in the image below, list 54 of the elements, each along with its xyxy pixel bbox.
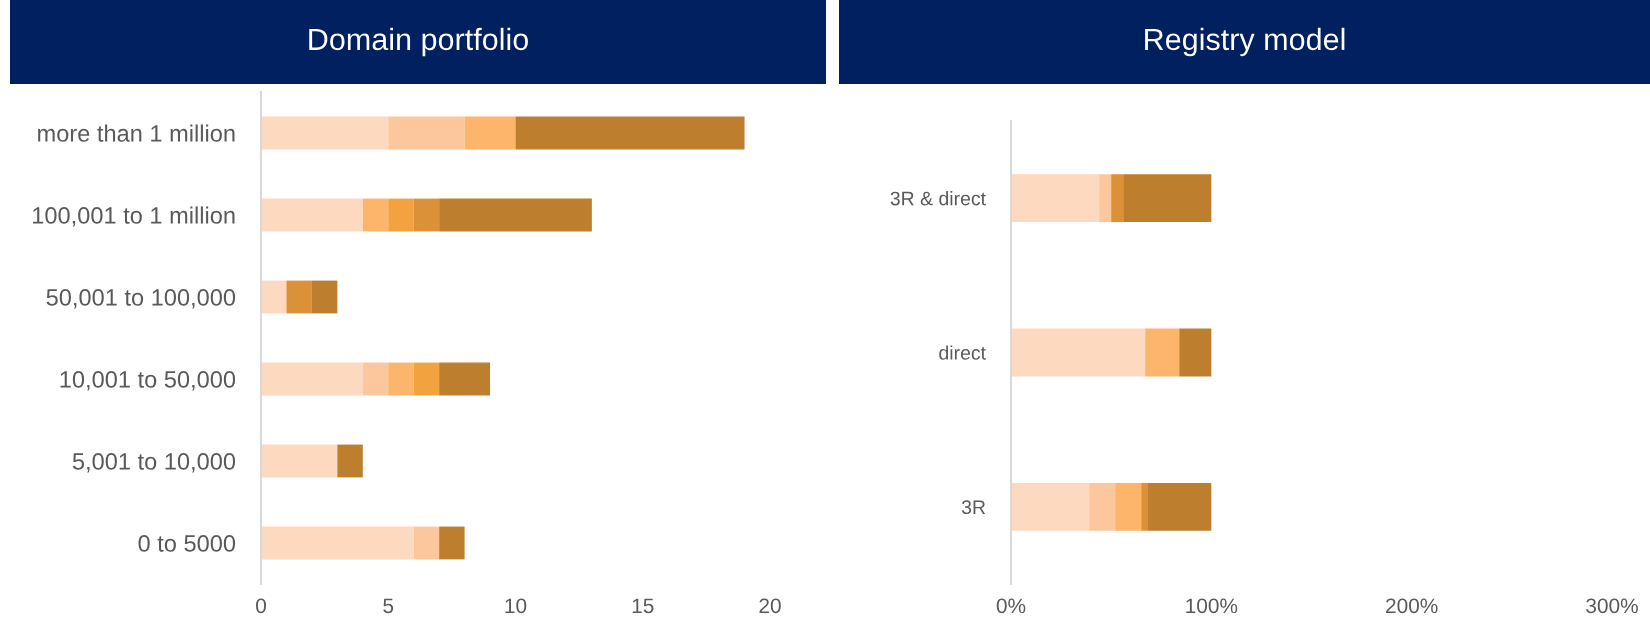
bar — [1115, 482, 1142, 531]
bar — [362, 362, 389, 396]
bar — [261, 116, 389, 150]
bar — [1123, 174, 1212, 223]
x-tick-label: 15 — [632, 598, 654, 614]
y-tick-label: 5,001 to 10,000 — [72, 453, 236, 473]
bar — [388, 116, 465, 150]
x-tick-label: 300% — [1586, 598, 1638, 614]
x-tick-label: 0 — [256, 598, 266, 614]
x-tick-label: 5 — [383, 598, 394, 614]
y-tick-label: more than 1 million — [38, 124, 235, 142]
bar — [388, 198, 414, 232]
bar — [439, 362, 491, 396]
bar — [1011, 482, 1090, 531]
bar — [1111, 174, 1124, 223]
bar — [388, 362, 414, 396]
y-tick-label: 10,001 to 50,000 — [60, 371, 236, 391]
bar — [515, 116, 745, 150]
y-tick-label: 3R & direct — [890, 191, 986, 206]
x-tick-label: 10 — [505, 598, 527, 614]
bar — [413, 526, 440, 560]
y-tick-label: 0 to 5000 — [138, 535, 236, 552]
bar — [1011, 174, 1100, 223]
bar — [362, 198, 389, 232]
y-tick-label: 50,001 to 100,000 — [46, 289, 236, 309]
bar — [464, 116, 516, 150]
bar — [1141, 482, 1148, 531]
bar — [1089, 482, 1116, 531]
chart-title: Domain portfolio — [309, 27, 528, 57]
bar — [286, 280, 312, 314]
bar — [439, 198, 592, 232]
bar — [439, 526, 465, 560]
x-tick-label: 200% — [1386, 598, 1438, 614]
x-tick-label: 100% — [1186, 598, 1238, 614]
x-tick-label: 0% — [996, 598, 1026, 614]
bar — [261, 362, 363, 396]
x-tick-label: 20 — [759, 598, 781, 614]
bar — [413, 362, 440, 396]
bar — [261, 444, 338, 478]
bar — [337, 444, 363, 478]
chart-title: Registry model — [1145, 27, 1345, 57]
bar — [1145, 328, 1180, 377]
bar — [1011, 328, 1146, 377]
bar — [1179, 328, 1212, 377]
y-tick-label: 100,001 to 1 million — [33, 206, 235, 227]
bar — [413, 198, 440, 232]
y-tick-label: direct — [939, 345, 986, 360]
bar — [1099, 174, 1112, 223]
bar — [261, 198, 363, 232]
bar — [261, 526, 414, 560]
bar — [311, 280, 338, 314]
y-tick-label: 3R — [961, 500, 986, 515]
bar — [261, 280, 287, 314]
bar — [1147, 482, 1212, 531]
